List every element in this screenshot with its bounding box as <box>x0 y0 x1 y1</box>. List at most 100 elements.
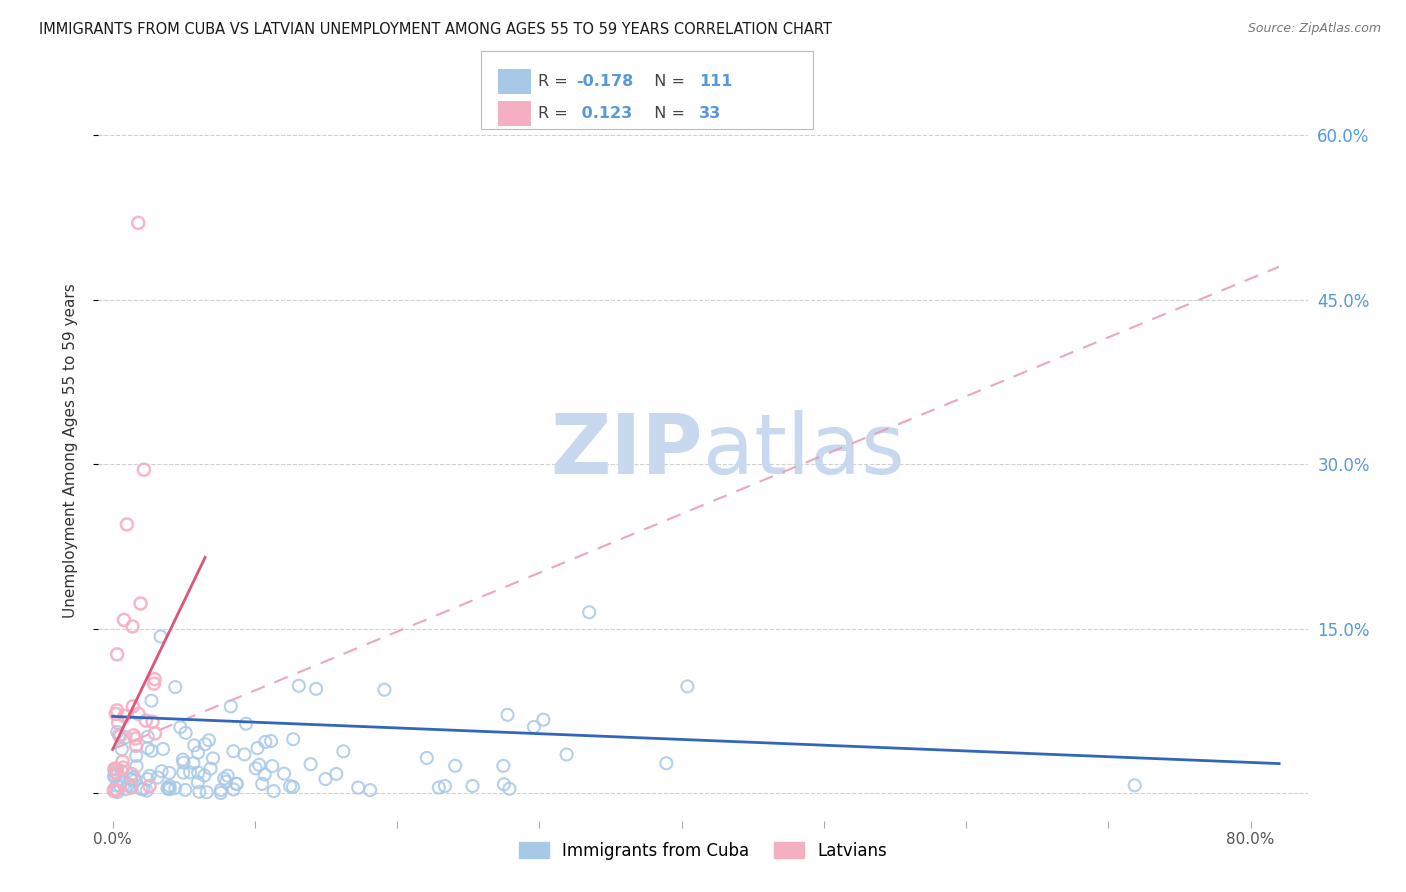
Point <box>132 463 155 477</box>
Point <box>222 782 245 797</box>
Point <box>183 739 205 753</box>
Point <box>198 733 221 747</box>
Legend: Immigrants from Cuba, Latvians: Immigrants from Cuba, Latvians <box>510 833 896 868</box>
Point <box>187 775 209 789</box>
Point <box>183 756 205 771</box>
Point <box>124 773 146 788</box>
Point <box>461 779 484 793</box>
Point <box>416 751 439 765</box>
Point <box>136 772 159 786</box>
Point <box>215 774 238 789</box>
Y-axis label: Unemployment Among Ages 55 to 59 years: Unemployment Among Ages 55 to 59 years <box>63 283 77 618</box>
Point <box>169 720 191 734</box>
Point <box>498 781 520 796</box>
Point <box>120 780 142 794</box>
Point <box>315 772 337 786</box>
Point <box>193 768 215 782</box>
Point <box>187 746 209 760</box>
Point <box>157 780 180 795</box>
Point <box>108 728 131 742</box>
Point <box>444 758 467 772</box>
Point <box>103 762 125 776</box>
Point <box>156 781 179 796</box>
Point <box>136 730 159 744</box>
Point <box>262 759 284 773</box>
Point <box>233 747 256 762</box>
Text: 111: 111 <box>699 74 733 89</box>
Point <box>127 216 149 230</box>
Point <box>217 769 239 783</box>
Point <box>125 759 148 773</box>
Point <box>149 630 172 644</box>
Point <box>225 777 247 791</box>
Point <box>655 756 678 771</box>
Point <box>288 679 311 693</box>
Point <box>128 706 150 721</box>
Point <box>433 779 456 793</box>
Point <box>138 779 160 793</box>
Point <box>299 757 322 772</box>
Point <box>325 767 347 781</box>
Point <box>115 517 138 532</box>
Point <box>157 765 180 780</box>
Point <box>159 782 181 797</box>
Point <box>250 777 273 791</box>
Point <box>188 785 211 799</box>
Point <box>112 777 135 791</box>
Point <box>195 785 218 799</box>
Point <box>332 744 354 758</box>
Point <box>427 780 450 795</box>
Point <box>143 672 166 686</box>
Point <box>104 706 127 721</box>
Point <box>105 779 128 793</box>
Point <box>104 765 127 780</box>
Text: N =: N = <box>644 74 690 89</box>
Point <box>202 751 225 765</box>
Point <box>105 725 128 739</box>
Point <box>122 770 145 784</box>
Text: -0.178: -0.178 <box>576 74 634 89</box>
Point <box>104 762 127 776</box>
Point <box>141 694 163 708</box>
Point <box>135 714 157 728</box>
Point <box>172 765 194 780</box>
Point <box>129 597 152 611</box>
Point <box>159 779 181 793</box>
Point <box>138 769 160 783</box>
Point <box>246 741 269 756</box>
Point <box>245 761 267 775</box>
Point <box>533 713 555 727</box>
Point <box>132 782 155 797</box>
Point <box>305 681 328 696</box>
Point <box>283 732 305 747</box>
Point <box>555 747 578 762</box>
Point <box>143 676 166 690</box>
Point <box>141 744 163 758</box>
Point <box>187 765 209 780</box>
Point <box>152 742 174 756</box>
Point <box>347 780 370 795</box>
Point <box>492 759 515 773</box>
Point <box>676 680 699 694</box>
Point <box>254 735 277 749</box>
Text: atlas: atlas <box>703 410 904 491</box>
Point <box>110 764 132 778</box>
Point <box>108 779 131 793</box>
Point <box>135 783 157 797</box>
Point <box>120 780 142 795</box>
Point <box>103 768 125 782</box>
Point <box>118 777 141 791</box>
Point <box>174 783 197 797</box>
Point <box>125 739 148 753</box>
Point <box>112 761 135 775</box>
Point <box>165 780 187 795</box>
Point <box>103 784 125 798</box>
Point <box>373 682 395 697</box>
Point <box>578 605 600 619</box>
Point <box>136 741 159 756</box>
Point <box>209 786 232 800</box>
Point <box>105 783 128 797</box>
Point <box>273 766 295 780</box>
Point <box>263 784 285 798</box>
Point <box>121 767 143 781</box>
